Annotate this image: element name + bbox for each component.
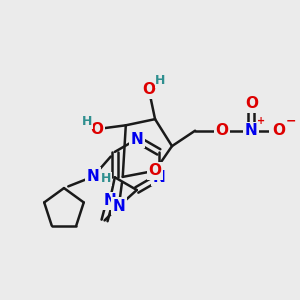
Text: H: H [155, 74, 166, 87]
Text: N: N [152, 170, 165, 185]
Text: O: O [90, 122, 103, 137]
Text: O: O [216, 123, 229, 138]
Text: O: O [142, 82, 155, 98]
Text: N: N [103, 194, 116, 208]
Text: N: N [245, 123, 258, 138]
Text: N: N [130, 132, 143, 147]
Text: +: + [257, 116, 266, 126]
Text: H: H [82, 115, 92, 128]
Text: O: O [272, 123, 285, 138]
Text: H: H [101, 172, 111, 185]
Text: O: O [148, 163, 162, 178]
Text: O: O [245, 96, 258, 111]
Text: N: N [112, 199, 125, 214]
Text: N: N [87, 169, 100, 184]
Text: −: − [286, 115, 296, 128]
